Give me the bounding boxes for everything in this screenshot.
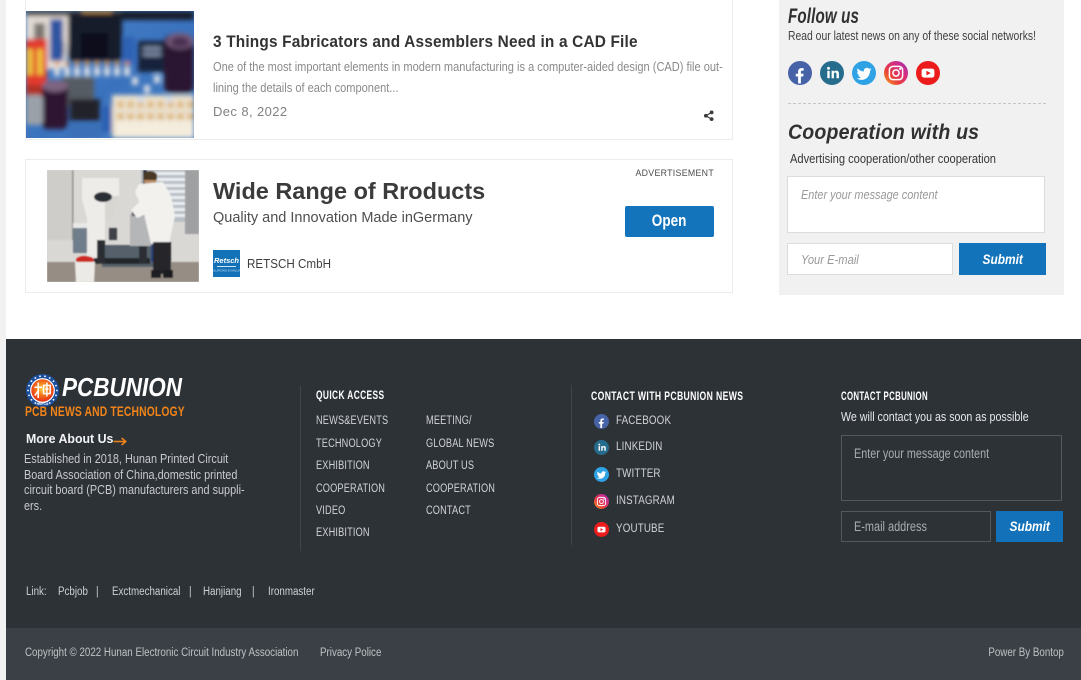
svg-text:HNFCA: HNFCA bbox=[36, 402, 48, 406]
svg-text:SOLUTIONS IN MILLING: SOLUTIONS IN MILLING bbox=[213, 269, 240, 273]
svg-text:Retsch: Retsch bbox=[214, 256, 239, 265]
